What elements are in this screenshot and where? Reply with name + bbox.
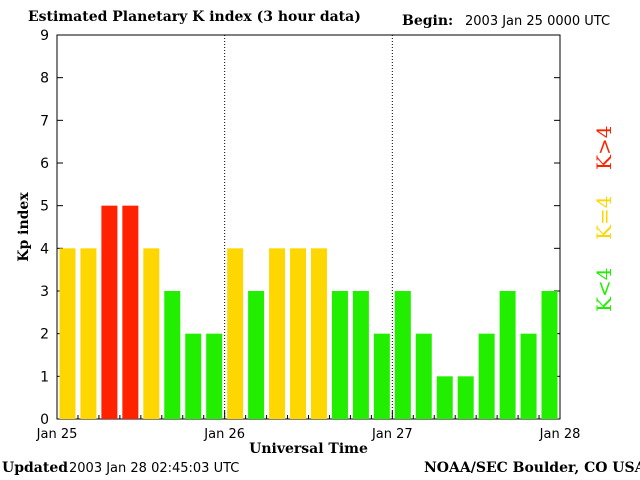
y-axis-label: Kp index: [16, 192, 32, 262]
y-tick-label: 8: [40, 71, 49, 87]
kp-bar: [185, 333, 202, 419]
y-tick-label: 9: [40, 28, 49, 44]
kp-bar: [80, 248, 97, 419]
kp-bar: [331, 291, 348, 419]
legend-high: K>4: [592, 125, 616, 170]
y-tick-label: 0: [40, 412, 49, 428]
kp-bar: [436, 376, 453, 419]
updated-label: Updated: [2, 460, 69, 476]
kp-bar: [248, 291, 265, 419]
y-tick-label: 4: [40, 241, 49, 257]
updated-value: 2003 Jan 28 02:45:03 UTC: [69, 461, 240, 476]
x-tick-label: Jan 27: [371, 427, 413, 442]
kp-bar: [143, 248, 160, 419]
credit-text: NOAA/SEC Boulder, CO USA: [424, 460, 640, 476]
y-tick-label: 3: [40, 284, 49, 300]
kp-bar: [394, 291, 411, 419]
kp-bar: [206, 333, 223, 419]
x-tick-label: Jan 26: [203, 427, 245, 442]
y-tick-label: 2: [40, 327, 49, 343]
legend-equal: K=4: [592, 195, 616, 240]
y-tick-label: 6: [40, 156, 49, 172]
x-tick-label: Jan 28: [539, 427, 581, 442]
kp-bar: [227, 248, 244, 419]
x-tick-label: Jan 25: [36, 427, 78, 442]
kp-bar: [373, 333, 390, 419]
chart-title: Estimated Planetary K index (3 hour data…: [28, 9, 361, 25]
kp-bar: [290, 248, 307, 419]
kp-bar: [541, 291, 558, 419]
kp-bar: [101, 205, 118, 419]
x-axis-label: Universal Time: [249, 441, 368, 457]
begin-value: 2003 Jan 25 0000 UTC: [465, 14, 611, 29]
begin-label: Begin:: [402, 13, 454, 29]
kp-bar: [122, 205, 139, 419]
kp-bar: [520, 333, 537, 419]
kp-bar: [164, 291, 181, 419]
kp-bar: [310, 248, 327, 419]
legend-low: K<4: [592, 267, 616, 312]
y-tick-label: 7: [40, 113, 49, 129]
y-tick-label: 5: [40, 199, 49, 215]
kp-bar: [457, 376, 474, 419]
kp-bar: [59, 248, 76, 419]
kp-bar: [415, 333, 432, 419]
kp-bar: [352, 291, 369, 419]
kp-bar: [269, 248, 286, 419]
kp-bar: [499, 291, 516, 419]
kp-bar: [478, 333, 495, 419]
y-tick-label: 1: [40, 369, 49, 385]
